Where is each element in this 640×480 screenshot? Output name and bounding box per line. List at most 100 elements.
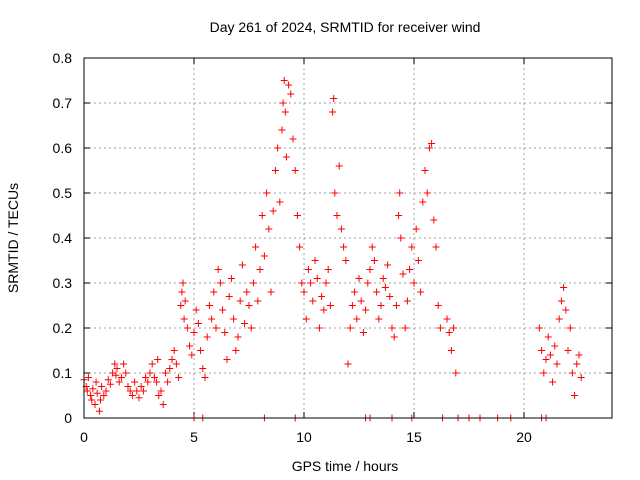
data-point bbox=[447, 347, 455, 354]
data-point bbox=[120, 360, 128, 368]
data-point bbox=[285, 81, 293, 89]
y-tick-label: 0 bbox=[64, 410, 72, 426]
data-points bbox=[80, 77, 585, 422]
data-point bbox=[194, 320, 202, 327]
data-point bbox=[144, 378, 152, 386]
y-axis-label: SRMTID / TECUs bbox=[5, 183, 21, 293]
data-point bbox=[278, 126, 286, 134]
data-point bbox=[175, 374, 183, 381]
data-point bbox=[450, 324, 458, 332]
data-point bbox=[111, 360, 119, 368]
y-tick-label: 0.5 bbox=[53, 185, 73, 201]
data-point bbox=[245, 302, 253, 309]
data-point bbox=[131, 378, 139, 386]
data-point bbox=[91, 401, 99, 408]
data-point bbox=[428, 140, 436, 147]
data-point bbox=[395, 212, 403, 219]
data-point bbox=[150, 374, 158, 381]
data-point bbox=[83, 387, 91, 395]
data-point bbox=[148, 360, 156, 368]
data-point bbox=[124, 383, 132, 390]
data-point bbox=[351, 288, 359, 296]
y-tick-label: 0.3 bbox=[53, 275, 73, 291]
data-point bbox=[542, 356, 550, 363]
data-point bbox=[104, 376, 112, 384]
data-point bbox=[557, 297, 565, 305]
data-point bbox=[186, 342, 194, 350]
data-point bbox=[179, 279, 187, 287]
data-point bbox=[359, 329, 367, 336]
data-point bbox=[227, 275, 235, 282]
data-point bbox=[155, 392, 163, 399]
data-point bbox=[192, 306, 200, 314]
data-point bbox=[320, 306, 328, 314]
y-tick-label: 0.4 bbox=[53, 230, 73, 246]
data-point bbox=[177, 302, 185, 309]
data-point bbox=[205, 302, 213, 309]
data-point bbox=[549, 378, 557, 386]
data-point bbox=[560, 284, 568, 291]
data-point bbox=[280, 77, 288, 84]
data-point bbox=[397, 234, 405, 242]
data-point bbox=[392, 302, 400, 309]
data-point bbox=[300, 288, 308, 296]
data-point bbox=[423, 189, 431, 197]
data-point bbox=[281, 108, 289, 116]
data-point bbox=[170, 347, 178, 354]
data-point bbox=[181, 297, 189, 305]
data-point bbox=[117, 374, 125, 381]
data-point bbox=[544, 333, 552, 341]
data-point bbox=[282, 153, 290, 161]
data-point bbox=[97, 396, 104, 404]
data-point bbox=[274, 144, 282, 152]
data-point bbox=[344, 360, 352, 368]
data-point bbox=[337, 225, 345, 233]
data-point bbox=[333, 212, 341, 219]
data-point bbox=[95, 407, 103, 415]
data-point bbox=[324, 266, 332, 273]
data-point bbox=[307, 279, 315, 287]
data-point bbox=[555, 315, 563, 323]
data-point bbox=[436, 324, 444, 332]
data-point bbox=[265, 225, 273, 233]
data-point bbox=[414, 257, 422, 264]
data-point bbox=[230, 315, 238, 323]
y-tick-label: 0.2 bbox=[53, 320, 73, 336]
data-point bbox=[384, 261, 392, 269]
data-point bbox=[142, 374, 150, 381]
data-point bbox=[388, 324, 396, 332]
data-point bbox=[276, 198, 284, 206]
data-point bbox=[417, 288, 425, 296]
data-point bbox=[342, 257, 350, 264]
data-point bbox=[214, 266, 222, 273]
data-point bbox=[562, 306, 570, 314]
data-point bbox=[366, 266, 374, 273]
data-point bbox=[263, 189, 271, 197]
data-point bbox=[362, 306, 370, 314]
data-point bbox=[434, 302, 442, 309]
data-point bbox=[289, 135, 297, 143]
data-point bbox=[553, 360, 561, 368]
data-point bbox=[329, 108, 337, 116]
data-point bbox=[225, 293, 233, 300]
data-point bbox=[331, 189, 339, 197]
data-point bbox=[271, 167, 279, 174]
data-point bbox=[128, 392, 136, 399]
data-point bbox=[379, 275, 387, 282]
data-point bbox=[219, 306, 227, 314]
data-point bbox=[197, 347, 205, 354]
data-point bbox=[540, 369, 548, 377]
data-point bbox=[551, 342, 559, 350]
data-point bbox=[216, 279, 224, 287]
data-point bbox=[279, 99, 287, 107]
data-point bbox=[311, 257, 319, 264]
data-point bbox=[252, 243, 260, 251]
data-point bbox=[406, 266, 414, 273]
data-point bbox=[399, 270, 407, 278]
data-point bbox=[100, 392, 108, 399]
data-point bbox=[135, 394, 143, 402]
data-point bbox=[102, 387, 110, 395]
data-point bbox=[243, 288, 251, 296]
data-point bbox=[298, 279, 306, 287]
data-point bbox=[535, 324, 543, 332]
